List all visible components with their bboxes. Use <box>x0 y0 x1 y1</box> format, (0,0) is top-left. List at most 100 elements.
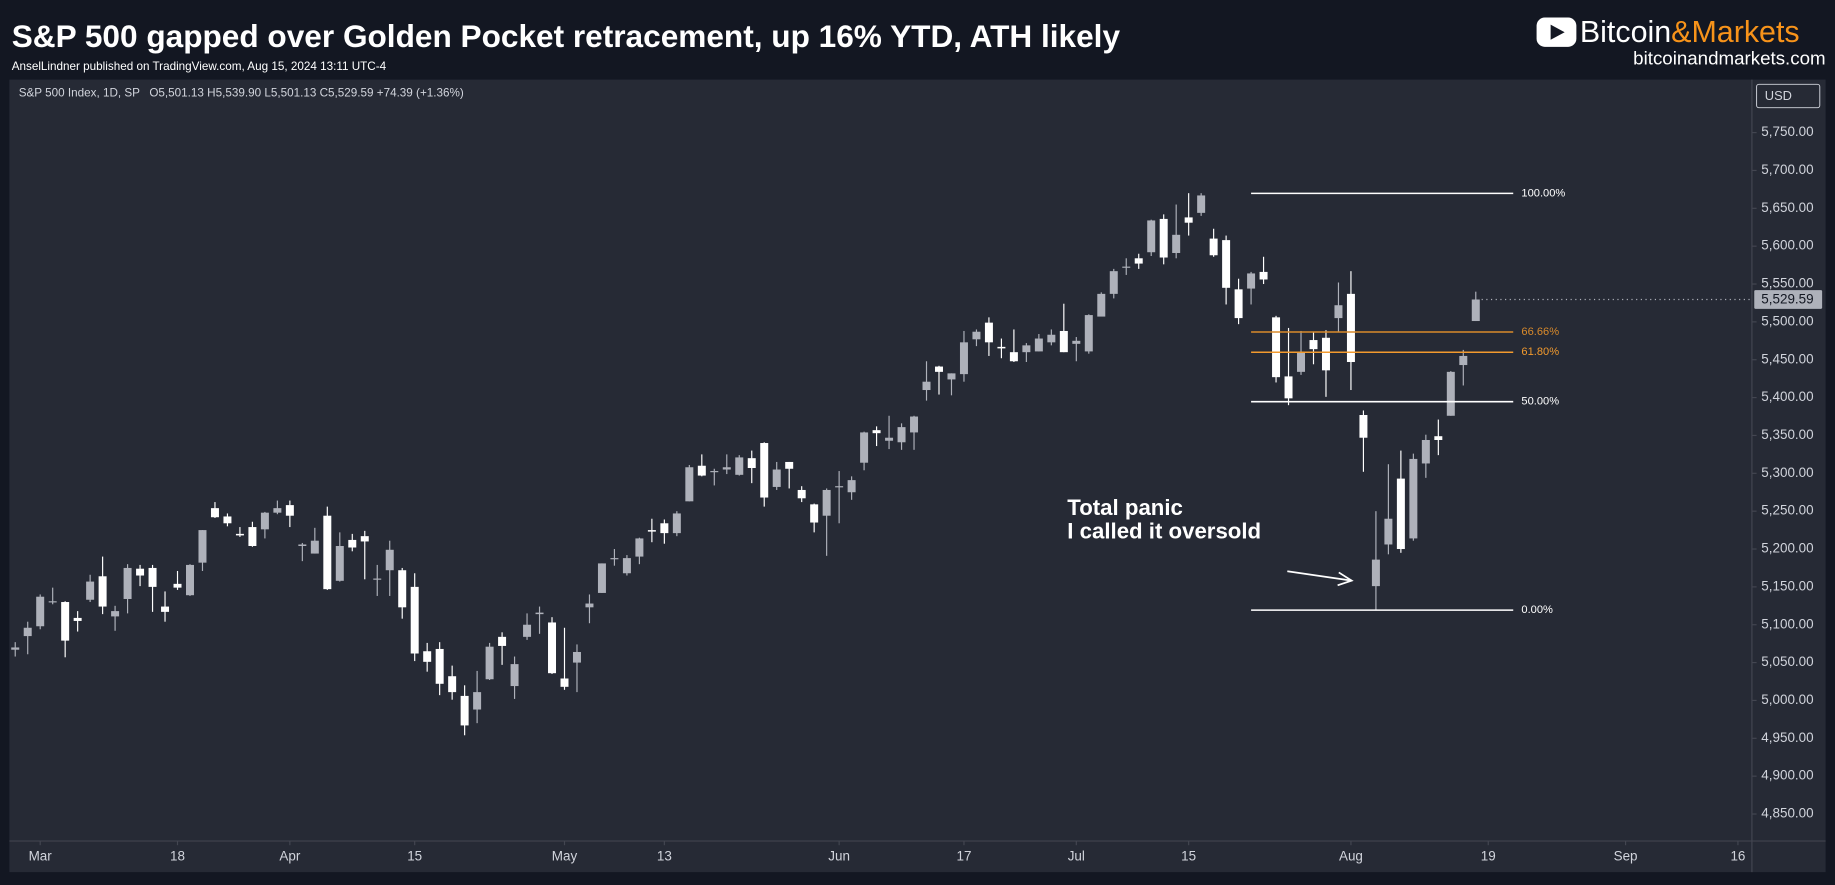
candle-body <box>298 544 307 546</box>
candle-body <box>1072 340 1081 344</box>
x-tick-label: 15 <box>407 848 422 863</box>
y-tick-label: 4,850.00 <box>1761 806 1813 821</box>
candle-body <box>36 596 45 627</box>
x-tick-label: 17 <box>956 848 971 863</box>
candle-body <box>847 480 856 493</box>
y-tick-label: 5,250.00 <box>1761 503 1813 518</box>
candle-body <box>73 617 82 621</box>
candle-body <box>111 611 120 617</box>
candle-body <box>722 467 731 470</box>
y-tick-label: 5,550.00 <box>1761 276 1813 291</box>
y-tick-label: 5,600.00 <box>1761 238 1813 253</box>
y-tick-label: 4,950.00 <box>1761 730 1813 745</box>
last-price-box <box>1754 290 1823 309</box>
subtitle: AnselLindner published on TradingView.co… <box>12 60 387 73</box>
candle-body <box>235 533 244 536</box>
candle-body <box>273 508 282 513</box>
currency-box <box>1756 83 1821 109</box>
candle-body <box>1284 376 1293 399</box>
candle-body <box>885 437 894 441</box>
candle-body <box>210 508 219 518</box>
candle-body <box>348 539 357 548</box>
logo-part: Bitcoin <box>1580 15 1671 49</box>
x-tick-label: Apr <box>279 848 300 863</box>
y-tick-label: 5,500.00 <box>1761 313 1813 328</box>
candle-body <box>760 443 769 498</box>
candle-body <box>1371 559 1380 587</box>
candle-body <box>622 558 631 574</box>
candle-body <box>335 545 344 581</box>
candle-body <box>86 581 95 600</box>
symbol: S&P 500 Index, 1D, SP <box>19 87 140 100</box>
candle-body <box>323 515 332 590</box>
price-axis <box>1751 79 1826 841</box>
candle-body <box>660 523 669 534</box>
x-tick-label: 15 <box>1181 848 1196 863</box>
candle-body <box>98 576 107 607</box>
y-tick-label: 5,300.00 <box>1761 465 1813 480</box>
candle-body <box>697 465 706 476</box>
candle-body <box>735 457 744 475</box>
candle-body <box>747 458 756 469</box>
candle-body <box>1272 317 1281 378</box>
candle-body <box>423 651 432 662</box>
candle-body <box>498 636 507 646</box>
candle-body <box>1122 266 1131 268</box>
x-tick-label: Mar <box>29 848 53 863</box>
candle-body <box>1259 271 1268 280</box>
candle-body <box>1097 293 1106 317</box>
candle-body <box>523 624 532 637</box>
candle-body <box>1396 478 1405 550</box>
candle-body <box>385 549 394 571</box>
candle-body <box>797 489 806 499</box>
legend: S&P 500 Index, 1D, SP O5,501.13 H5,539.90… <box>19 87 464 100</box>
candle-body <box>448 676 457 693</box>
candle-body <box>785 461 794 469</box>
currency: USD <box>1765 88 1792 103</box>
candle-body <box>1421 439 1430 464</box>
x-tick-label: May <box>552 848 578 863</box>
arrow <box>1287 570 1354 587</box>
annotation: I called it oversold <box>1067 519 1261 544</box>
arrow-head <box>1337 571 1354 587</box>
x-tick-label: Jun <box>828 848 850 863</box>
y-tick-label: 5,650.00 <box>1761 200 1813 215</box>
ohlc-values: O5,501.13 H5,539.90 L5,501.13 C5,529.59 … <box>149 87 464 100</box>
candle-body <box>1134 258 1143 264</box>
candle-body <box>248 527 257 546</box>
y-tick-label: 5,050.00 <box>1761 654 1813 669</box>
candle-body <box>947 373 956 380</box>
candle-body <box>123 567 132 599</box>
y-tick-label: 5,400.00 <box>1761 389 1813 404</box>
candle-body <box>136 568 145 576</box>
candle-body <box>1234 289 1243 319</box>
candle-body <box>860 432 869 463</box>
candle-body <box>1384 518 1393 545</box>
fib-label: 100.00% <box>1521 187 1565 199</box>
plot-area <box>9 79 1752 841</box>
x-tick-label: 13 <box>657 848 672 863</box>
candle-body <box>1309 340 1318 350</box>
candle-body <box>897 427 906 443</box>
time-axis <box>9 841 1826 873</box>
candle-body <box>635 538 644 557</box>
candle-body <box>11 647 20 650</box>
arrow-shaft <box>1287 570 1352 582</box>
candle-body <box>410 586 419 654</box>
candle-body <box>997 346 1006 349</box>
candle-body <box>610 558 619 560</box>
candle-body <box>61 602 70 641</box>
candle-body <box>835 486 844 488</box>
x-tick-label: Sep <box>1614 848 1638 863</box>
candle-body <box>560 678 569 687</box>
candle-body <box>810 504 819 523</box>
candle-body <box>935 366 943 372</box>
candle-body <box>260 512 269 530</box>
y-tick-label: 4,900.00 <box>1761 768 1813 783</box>
candle-body <box>572 651 581 663</box>
fib-label: 0.00% <box>1521 604 1553 616</box>
x-tick-label: 19 <box>1481 848 1496 863</box>
candle-body <box>535 612 544 615</box>
